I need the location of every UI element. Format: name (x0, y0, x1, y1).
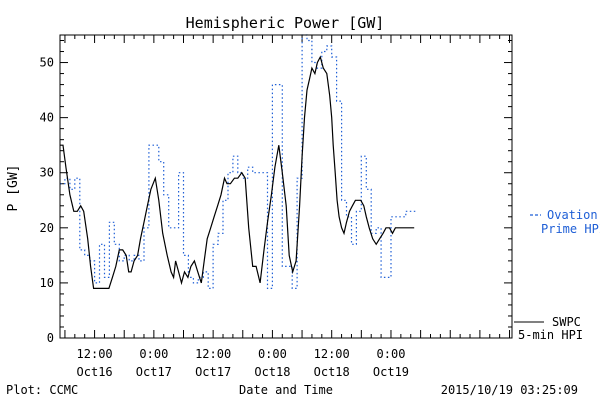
x-axis-ticks: 12:00 Oct16 0:00 Oct17 12:00 Oct17 0:00 Oct18 12… (64, 35, 511, 379)
y-axis-label: P [GW] (6, 165, 21, 212)
x-tick-date-label: Oct17 (195, 365, 231, 379)
x-tick-time-label: 0:00 (139, 347, 168, 361)
x-tick-time-label: 0:00 (258, 347, 287, 361)
x-axis-label: Date and Time (239, 383, 333, 397)
x-tick-time-label: 12:00 (195, 347, 231, 361)
plot-frame (59, 34, 513, 339)
y-tick-label: 0 (47, 331, 54, 345)
plot-timestamp: 2015/10/19 03:25:09 (441, 383, 578, 397)
ovation-legend-label-2: Prime HPI (541, 222, 600, 236)
x-tick-date-label: Oct17 (136, 365, 172, 379)
y-tick-label: 40 (40, 111, 54, 125)
x-tick-date-label: Oct16 (77, 365, 113, 379)
ovation-legend-label-1: Ovation (547, 208, 598, 222)
swpc-legend-label-1: SWPC (552, 315, 581, 329)
y-tick-label: 20 (40, 221, 54, 235)
y-axis-ticks: 0 10 20 30 40 50 (40, 40, 512, 345)
x-tick-date-label: Oct18 (314, 365, 350, 379)
y-tick-label: 30 (40, 166, 54, 180)
chart-title: Hemispheric Power [GW] (186, 14, 385, 32)
y-tick-label: 50 (40, 56, 54, 70)
swpc-series-line (60, 55, 415, 289)
swpc-legend-label-2: 5-min HPI (518, 328, 583, 342)
x-tick-time-label: 12:00 (314, 347, 350, 361)
x-tick-time-label: 0:00 (377, 347, 406, 361)
x-tick-date-label: Oct19 (373, 365, 409, 379)
plot-credit: Plot: CCMC (6, 383, 78, 397)
y-tick-label: 10 (40, 276, 54, 290)
x-tick-time-label: 12:00 (77, 347, 113, 361)
ovation-prime-series-line (60, 34, 416, 289)
x-tick-date-label: Oct18 (254, 365, 290, 379)
